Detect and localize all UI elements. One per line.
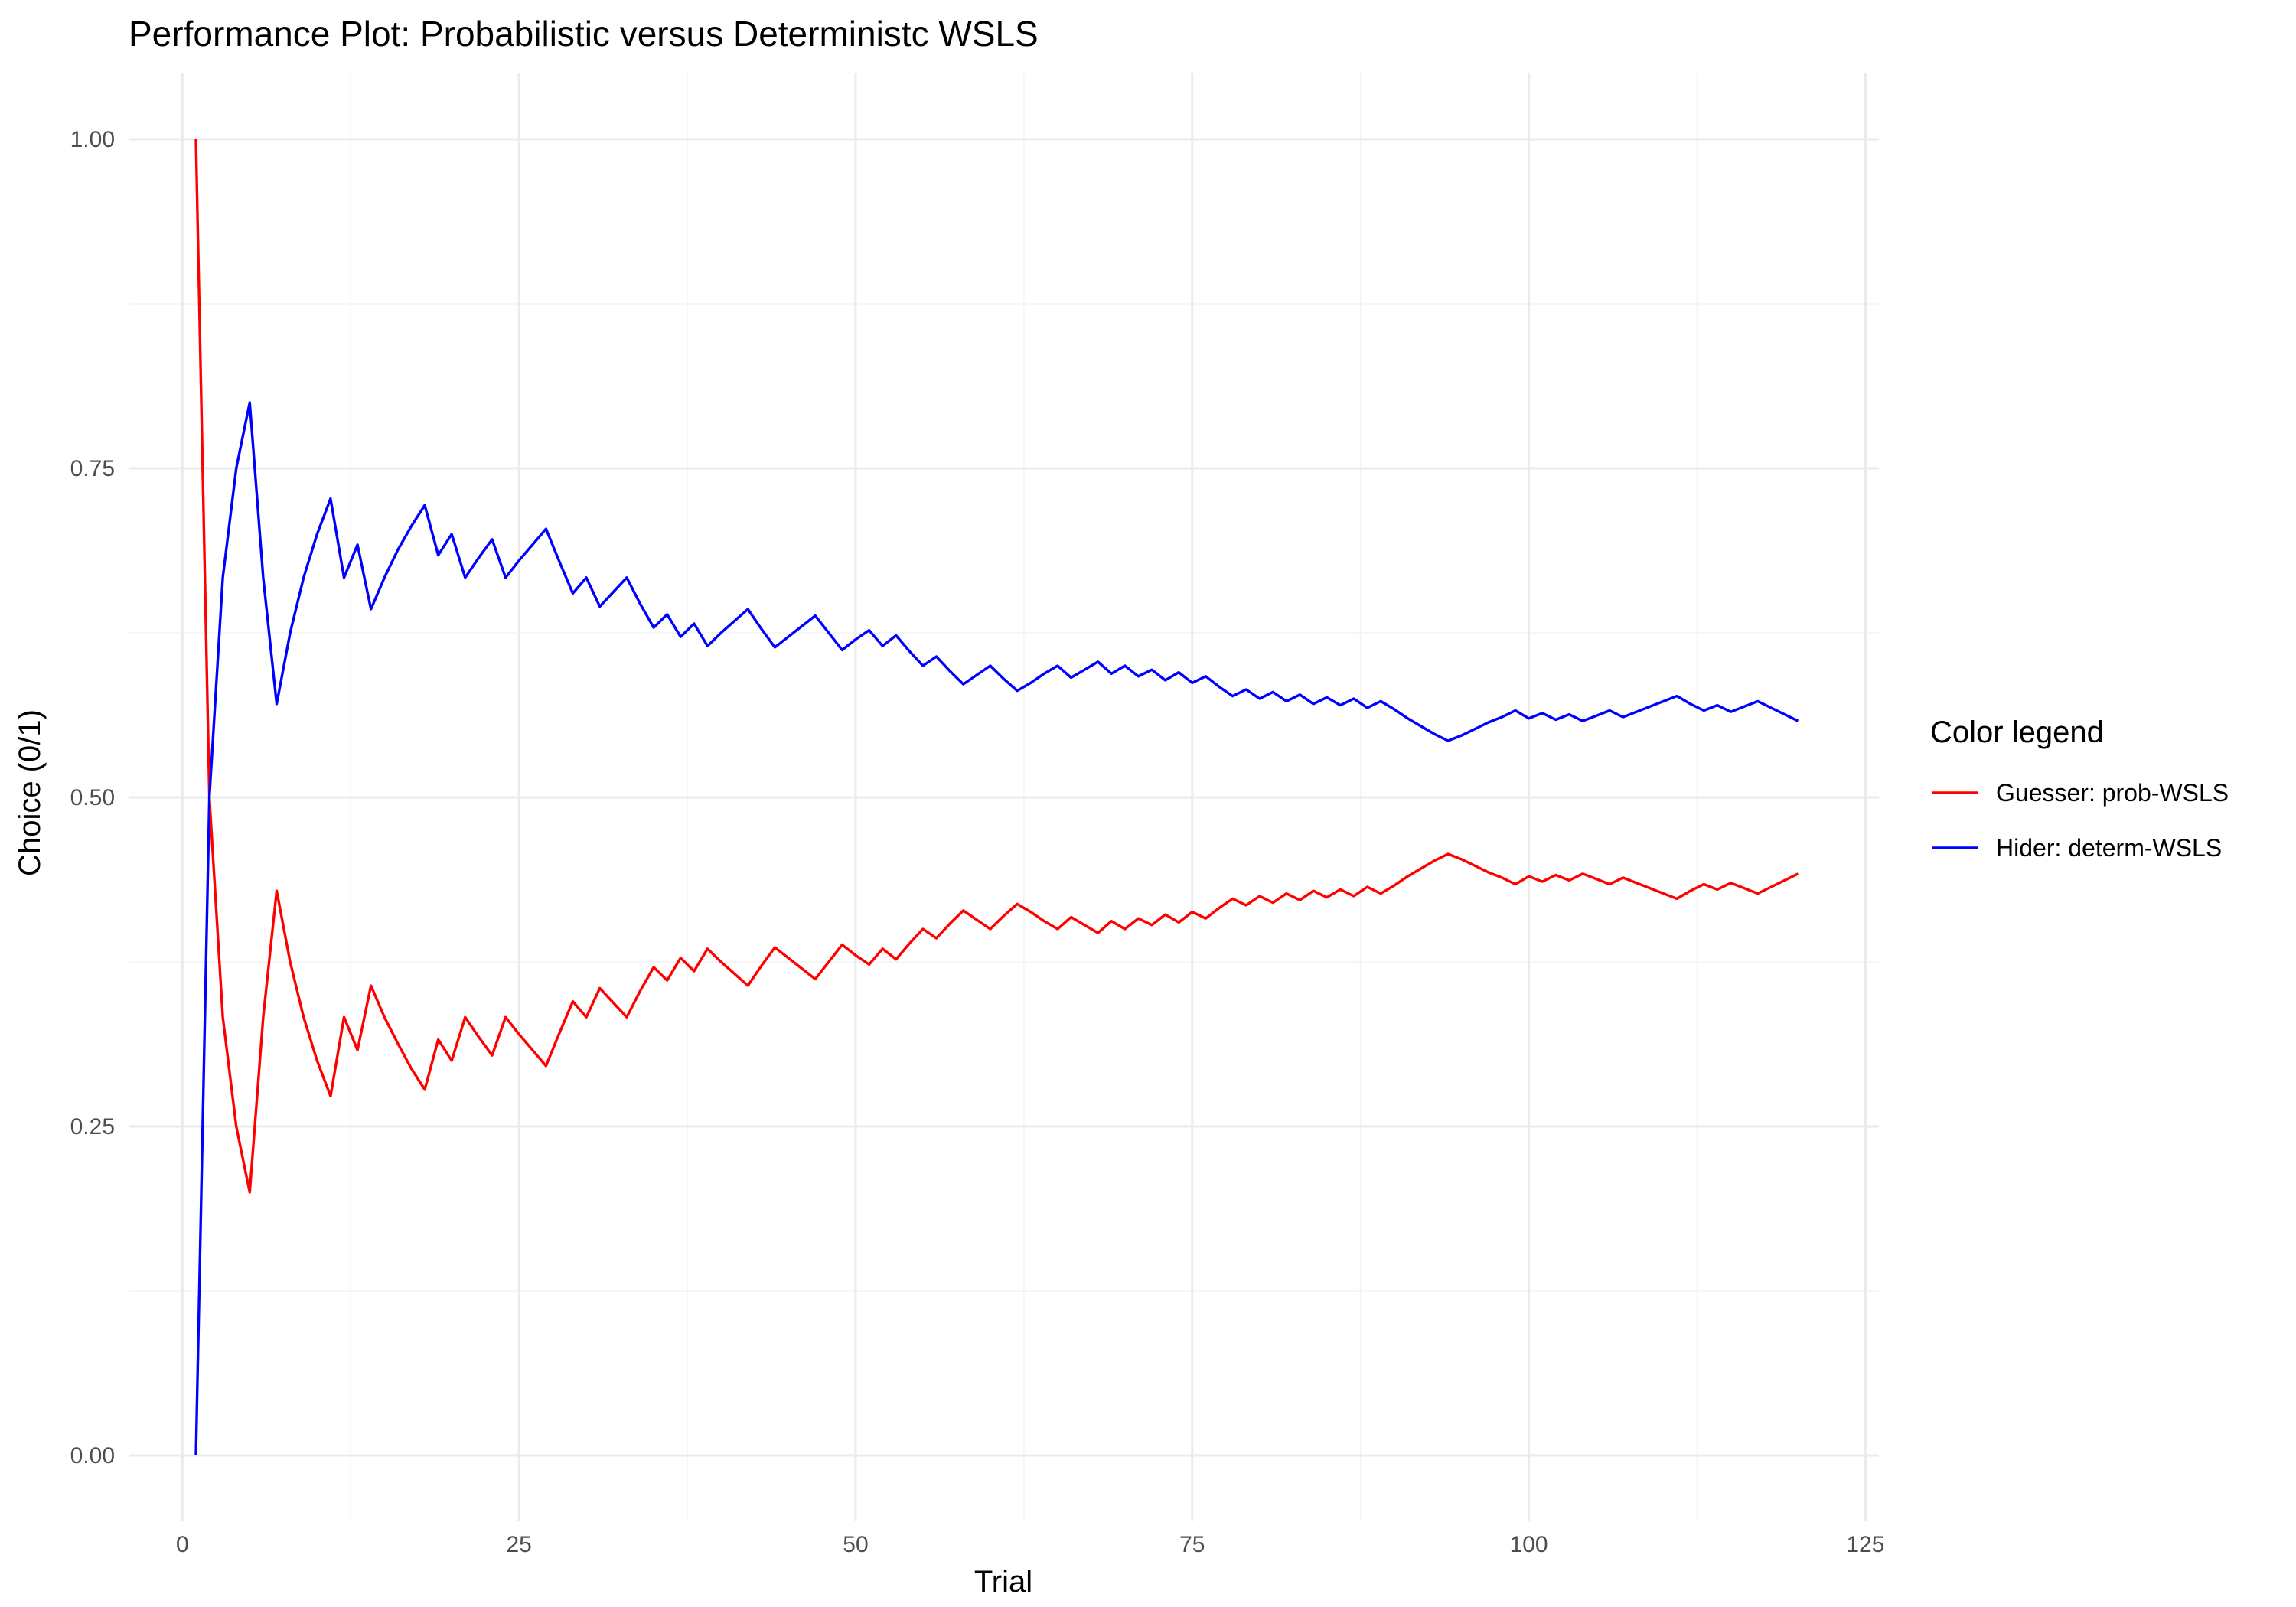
y-tick-label: 0.75 [70, 456, 115, 481]
legend-title: Color legend [1930, 715, 2104, 749]
series-line-guesser [194, 139, 1799, 1194]
legend: Color legend Guesser: prob-WSLS Hider: de… [1930, 715, 2229, 862]
x-tick-label: 50 [843, 1532, 868, 1557]
x-tick-label: 75 [1179, 1532, 1205, 1557]
y-tick-label: 0.00 [70, 1443, 115, 1468]
major-gridlines [129, 73, 1879, 1521]
y-axis-ticks: 0.00 0.25 0.50 0.75 1.00 [70, 127, 115, 1468]
x-tick-label: 25 [506, 1532, 531, 1557]
y-tick-label: 1.00 [70, 127, 115, 152]
x-axis-ticks: 0 25 50 75 100 125 [176, 1532, 1884, 1557]
legend-label: Guesser: prob-WSLS [1996, 779, 2229, 807]
x-tick-label: 125 [1846, 1532, 1884, 1557]
y-axis-title: Choice (0/1) [13, 709, 47, 876]
chart-title: Performance Plot: Probabilistic versus D… [129, 14, 1039, 54]
series-line-hider [194, 401, 1799, 1456]
series-lines [194, 139, 1799, 1456]
x-axis-title: Trial [974, 1565, 1032, 1599]
x-tick-label: 0 [176, 1532, 189, 1557]
y-tick-label: 0.25 [70, 1114, 115, 1139]
y-tick-label: 0.50 [70, 785, 115, 810]
x-tick-label: 100 [1510, 1532, 1548, 1557]
legend-label: Hider: determ-WSLS [1996, 834, 2222, 862]
